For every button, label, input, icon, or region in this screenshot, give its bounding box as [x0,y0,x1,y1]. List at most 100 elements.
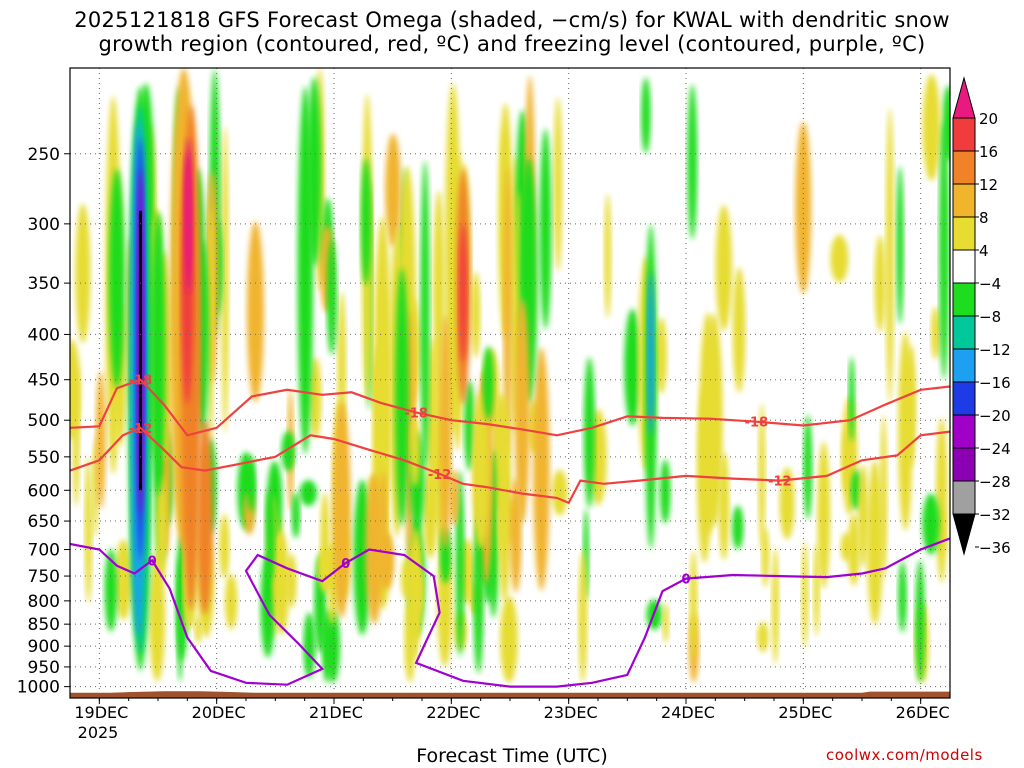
y-tick-label: 800 [28,592,60,612]
y-tick-label: 300 [28,215,60,235]
x-tick-label: 23DEC [544,703,598,722]
colorbar-bottom-triangle [952,513,976,556]
ascent-peak [138,210,142,491]
sinking-streak [70,339,81,441]
chart-title-line-1: 2025121818 GFS Forecast Omega (shaded, −… [74,8,950,32]
sinking-streak [224,573,238,630]
colorbar-segment [952,447,976,482]
sinking-streak [149,553,166,682]
sinking-streak [533,347,550,591]
ascent-band [939,121,950,380]
x-axis: 2025 19DEC 20DEC 21DEC 22DEC 23DEC 24DEC 25DEC… [74,698,950,742]
sinking-streak [578,550,588,683]
sinking-band [459,223,468,363]
colorbar-segment [952,480,976,515]
colorbar-label: −12 [979,341,1011,359]
y-tick-label: 850 [28,615,60,635]
sinking-streak [801,541,809,648]
colorbar-label: −28 [979,473,1011,491]
sinking-streak [514,298,530,525]
y-tick-label: 950 [28,658,60,678]
sinking-band [795,121,812,294]
ascent-streak [898,561,907,633]
colorbar-segment [952,414,976,449]
ascent-band [647,271,655,436]
ascent-streak [915,559,925,683]
ascent-streak [922,493,940,555]
contour-label: 0 [341,557,350,572]
ascent-streak [265,488,276,581]
colorbar-segment [952,216,976,251]
sinking-streak [156,474,167,582]
ascent-streak [848,356,856,442]
sinking-streak [374,216,392,529]
x-tick-label: 22DEC [426,703,480,722]
chart-title-line-2: growth region (contoured, red, ºC) and f… [98,32,926,56]
y-tick-label: 650 [28,512,60,532]
sinking-band [196,420,213,616]
ascent-streak [660,459,671,524]
colorbar-legend: 20 16 12 8 4 −4 −8 −12 −16 −20 −24 −28 −32 −36 [952,76,1011,557]
ascent-band [108,168,125,389]
sinking-streak [757,621,769,653]
contour-label: 0 [681,573,690,588]
y-tick-label: 700 [28,541,60,561]
ascent-streak [624,308,641,427]
y-tick-label: 400 [28,325,60,345]
x-tick-label: 26DEC [896,703,950,722]
sinking-streak [551,469,568,516]
sinking-streak [553,96,563,272]
ascent-streak [687,84,698,240]
colorbar-label: −20 [979,407,1011,425]
colorbar-label: −8 [979,308,1001,326]
sinking-streak [500,595,518,683]
sinking-streak [95,370,106,510]
y-tick-label: 500 [28,411,60,431]
sinking-streak [75,203,91,344]
sinking-streak [922,74,941,181]
colorbar-label: −4 [979,275,1001,293]
colorbar-top-triangle [952,76,976,119]
y-tick-label: 350 [28,274,60,294]
sinking-streak [470,271,481,359]
colorbar-segment [952,348,976,383]
sinking-streak [332,401,351,619]
x-axis-title: Forecast Time (UTC) [416,745,608,767]
ascent-streak [464,379,475,471]
sinking-streak [885,107,894,404]
sinking-streak [848,513,860,587]
colorbar-label: 8 [979,209,989,227]
sinking-streak [498,490,509,551]
sinking-streak [930,306,941,360]
sinking-streak [867,459,883,625]
colorbar-label: 20 [979,110,998,128]
sinking-streak [689,550,698,661]
contour-label: -12 [768,475,792,490]
y-tick-label: 750 [28,567,60,587]
sinking-streak [830,234,849,283]
dgz-contour-minus12 [70,426,950,505]
sinking-streak [813,542,820,636]
sinking-streak [472,391,490,549]
sinking-streak [114,539,132,620]
sinking-max [184,138,193,294]
contour-label: -18 [404,406,428,421]
colorbar-label: −32 [979,506,1011,524]
ascent-streak [420,160,430,469]
ascent-streak [104,548,118,632]
sinking-streak [857,463,869,568]
colorbar-label: 12 [979,176,998,194]
ascent-streak [732,505,744,550]
sinking-streak [699,312,717,536]
colorbar-label: 4 [979,242,989,260]
terrain [70,691,950,698]
ascent-streak [360,158,372,286]
sinking-streak [662,602,669,643]
contour-label: -18 [129,374,153,389]
ascent-streak [583,357,596,508]
ascent-streak [395,268,409,526]
sinking-streak [758,403,766,551]
sinking-streak [423,471,438,559]
ascent-streak [473,517,484,674]
